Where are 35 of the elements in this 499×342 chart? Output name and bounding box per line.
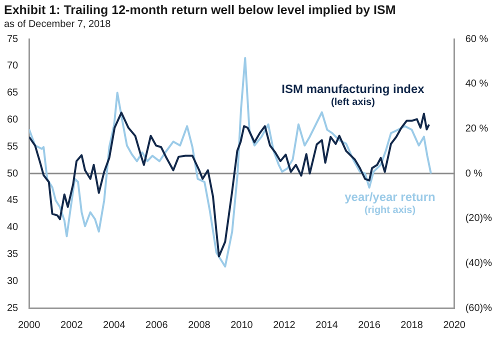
y-tick-label: 50 xyxy=(7,168,19,180)
y-tick-label: 35 xyxy=(7,248,19,260)
y-tick-label: 75 xyxy=(7,34,19,45)
y2-tick-label: (20)% xyxy=(465,213,492,224)
x-tick-label: 2014 xyxy=(316,320,338,331)
x-tick-label: 2008 xyxy=(188,320,211,331)
annotation: (left axis) xyxy=(330,96,376,110)
y-tick-label: 45 xyxy=(7,195,19,206)
x-tick-label: 2018 xyxy=(400,320,424,331)
y-tick-label: 40 xyxy=(7,222,19,234)
x-tick-label: 2016 xyxy=(358,320,381,331)
y-tick-label: 25 xyxy=(7,302,19,314)
x-tick-label: 2002 xyxy=(60,320,84,331)
y2-tick-label: 60 % xyxy=(465,34,488,45)
x-tick-label: 2004 xyxy=(103,320,126,331)
series-label: ISM manufacturing index xyxy=(280,82,426,96)
series-label: year/year return xyxy=(344,190,436,204)
chart-subtitle: as of December 7, 2018 xyxy=(3,18,112,30)
chart-title: Exhibit 1: Trailing 12-month return well below level implied by ISM xyxy=(3,2,397,17)
y2-tick-label: (40)% xyxy=(465,258,492,269)
y-tick-label: 65 xyxy=(7,88,19,99)
x-tick-label: 2000 xyxy=(18,320,41,331)
x-tick-label: 2010 xyxy=(230,320,254,331)
y2-tick-label: 40 % xyxy=(465,78,488,90)
x-tick-label: 2006 xyxy=(146,320,168,331)
x-tick-label: 2012 xyxy=(273,320,296,331)
y2-tick-label: 20 % xyxy=(465,123,488,134)
y-tick-label: 55 xyxy=(7,141,19,152)
y2-tick-label: (60)% xyxy=(465,302,492,314)
annotation: (right axis) xyxy=(363,204,417,218)
y-tick-label: 70 xyxy=(7,60,19,72)
x-tick-label: 2020 xyxy=(443,320,466,331)
y-tick-label: 60 xyxy=(7,114,19,126)
y2-tick-label: 0 % xyxy=(465,168,483,180)
y-tick-label: 30 xyxy=(7,276,19,287)
